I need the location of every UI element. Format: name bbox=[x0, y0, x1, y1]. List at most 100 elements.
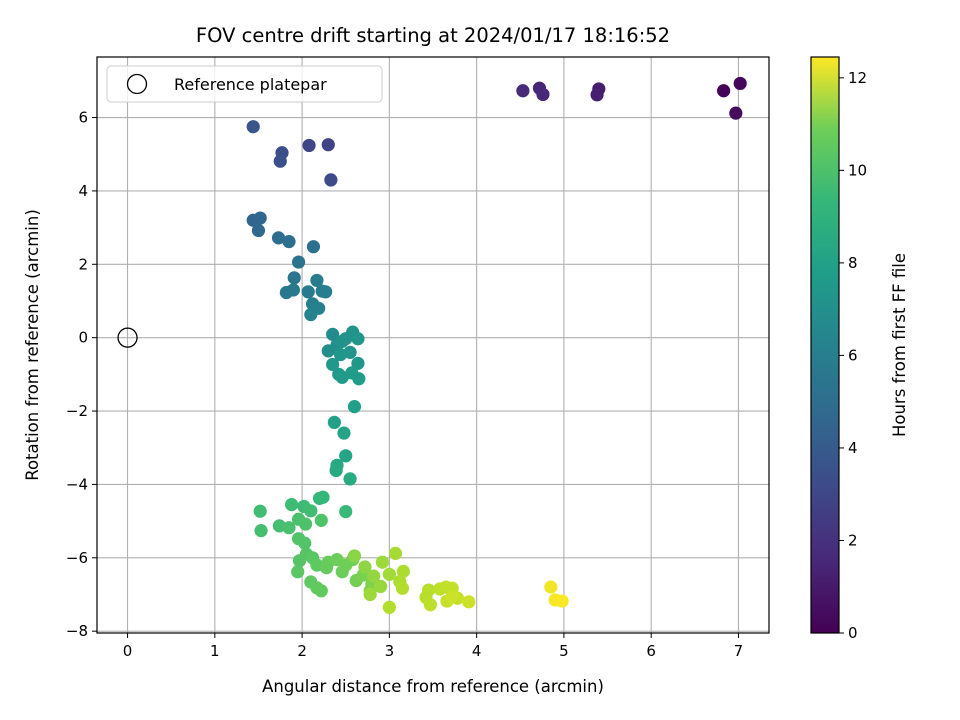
data-point bbox=[304, 504, 318, 518]
data-point bbox=[445, 590, 459, 604]
x-tick-label: 0 bbox=[123, 642, 133, 660]
legend-box bbox=[106, 65, 383, 103]
data-point bbox=[382, 567, 396, 581]
reference-marker bbox=[117, 327, 138, 348]
grid bbox=[97, 57, 769, 633]
data-point bbox=[304, 307, 318, 322]
colorbar-ticks: 0 2 4 6 8 10 12 bbox=[839, 69, 867, 642]
x-axis-label: Angular distance from reference (arcmin) bbox=[262, 677, 604, 696]
data-point bbox=[382, 600, 396, 614]
legend-label-reference: Reference platepar bbox=[174, 75, 327, 94]
legend: Reference platepar bbox=[106, 65, 383, 103]
data-point bbox=[374, 579, 388, 594]
x-tick-label: 2 bbox=[297, 642, 307, 660]
data-point bbox=[375, 555, 389, 569]
data-point bbox=[282, 234, 296, 249]
data-point bbox=[292, 255, 306, 269]
data-point bbox=[329, 463, 343, 478]
x-tick-label: 6 bbox=[646, 642, 656, 660]
data-point bbox=[347, 549, 362, 563]
colorbar-tick-label: 10 bbox=[848, 161, 867, 179]
data-point bbox=[423, 598, 437, 612]
data-points bbox=[246, 76, 747, 614]
y-axis-label: Rotation from reference (arcmin) bbox=[23, 209, 42, 481]
data-point bbox=[319, 285, 333, 299]
data-point bbox=[516, 84, 530, 98]
colorbar-label: Hours from first FF file bbox=[890, 253, 909, 437]
data-point bbox=[717, 84, 731, 98]
data-point bbox=[733, 76, 747, 91]
data-point bbox=[326, 357, 340, 372]
data-point bbox=[339, 504, 353, 519]
data-point bbox=[298, 517, 313, 531]
colorbar-tick-label: 4 bbox=[848, 439, 858, 457]
y-tick-label: −6 bbox=[66, 549, 88, 567]
data-point bbox=[395, 581, 410, 595]
data-point bbox=[590, 88, 604, 102]
data-point bbox=[246, 120, 260, 134]
data-point bbox=[314, 513, 328, 527]
colorbar-tick-label: 0 bbox=[848, 624, 858, 642]
colorbar-tick-label: 2 bbox=[848, 531, 858, 549]
data-point bbox=[282, 521, 296, 535]
colorbar-gradient bbox=[810, 56, 840, 634]
y-tick-label: −2 bbox=[66, 402, 88, 420]
data-point bbox=[253, 211, 267, 225]
y-tick-label: 0 bbox=[78, 329, 88, 347]
data-point bbox=[343, 472, 357, 486]
data-point bbox=[555, 594, 569, 608]
data-point bbox=[321, 138, 335, 152]
colorbar-tick-label: 12 bbox=[848, 69, 867, 87]
data-point bbox=[310, 273, 324, 288]
data-point bbox=[333, 347, 348, 362]
data-point bbox=[363, 587, 377, 602]
colorbar: 0 2 4 6 8 10 12 Hours from first FF file bbox=[810, 56, 909, 642]
colorbar-tick-label: 8 bbox=[848, 254, 858, 272]
data-point bbox=[388, 546, 403, 560]
y-tick-label: 2 bbox=[78, 255, 88, 273]
data-point bbox=[352, 372, 366, 386]
data-point bbox=[301, 285, 315, 299]
data-point bbox=[351, 356, 365, 370]
x-tick-label: 4 bbox=[472, 642, 482, 660]
data-point bbox=[285, 497, 299, 512]
data-point bbox=[251, 223, 266, 238]
data-point bbox=[462, 595, 476, 609]
y-tick-label: −4 bbox=[66, 475, 88, 493]
data-point bbox=[536, 87, 550, 102]
data-point bbox=[273, 154, 287, 168]
data-point bbox=[310, 581, 324, 595]
data-point bbox=[347, 400, 362, 414]
data-point bbox=[253, 504, 267, 518]
data-point bbox=[291, 565, 305, 579]
data-point bbox=[271, 231, 286, 245]
data-point bbox=[544, 580, 558, 594]
data-point bbox=[287, 271, 301, 285]
x-tick-label: 7 bbox=[734, 642, 744, 660]
data-point bbox=[302, 138, 316, 153]
data-point bbox=[358, 560, 372, 574]
data-point bbox=[396, 564, 410, 578]
x-ticks: 0 1 2 3 4 5 6 7 bbox=[123, 633, 743, 660]
y-ticks: −8 −6 −4 −2 0 2 4 6 bbox=[66, 109, 97, 640]
plot-frame bbox=[96, 56, 770, 634]
x-tick-label: 5 bbox=[559, 642, 569, 660]
colorbar-tick-label: 6 bbox=[848, 346, 858, 364]
data-point bbox=[327, 415, 341, 430]
data-point bbox=[367, 569, 381, 583]
y-tick-label: 6 bbox=[78, 109, 88, 127]
data-point bbox=[316, 490, 330, 504]
data-point bbox=[339, 449, 353, 463]
x-tick-label: 3 bbox=[385, 642, 395, 660]
x-tick-label: 1 bbox=[210, 642, 220, 660]
chart-title: FOV centre drift starting at 2024/01/17 … bbox=[196, 24, 670, 47]
data-point bbox=[298, 536, 312, 550]
data-point bbox=[324, 173, 338, 187]
data-point bbox=[306, 240, 321, 254]
data-point bbox=[729, 106, 743, 120]
data-point bbox=[254, 524, 268, 538]
data-point bbox=[286, 283, 300, 297]
legend-marker-reference bbox=[126, 73, 148, 95]
data-point bbox=[351, 332, 365, 346]
